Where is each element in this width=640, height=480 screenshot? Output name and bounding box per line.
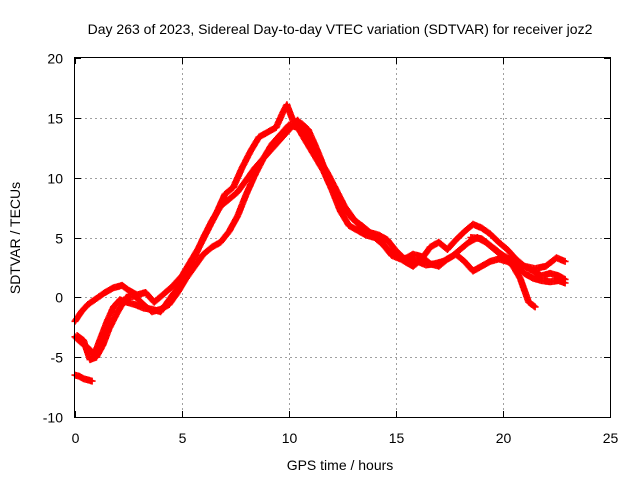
y-tick-label: -5 xyxy=(51,350,64,366)
data-point xyxy=(88,377,96,385)
series-track-d xyxy=(71,371,96,385)
data-point xyxy=(561,257,569,265)
y-axis-label: SDTVAR / TECUs xyxy=(7,182,23,294)
y-tick-label: 15 xyxy=(47,111,63,127)
axis-ticks: 0 5 10 15 20 25 -10 -5 0 5 10 15 20 xyxy=(43,51,619,447)
data-point xyxy=(561,279,569,287)
y-tick-label: 20 xyxy=(47,51,63,67)
x-tick-label: 25 xyxy=(603,430,619,446)
x-tick-label: 5 xyxy=(179,430,187,446)
x-tick-label: 0 xyxy=(72,430,80,446)
series-track-e xyxy=(467,234,569,273)
x-axis-label: GPS time / hours xyxy=(287,457,394,473)
series-track-c xyxy=(73,116,569,364)
x-tick-label: 10 xyxy=(282,430,298,446)
grid-lines xyxy=(75,58,610,417)
y-tick-label: 5 xyxy=(55,231,63,247)
chart-title: Day 263 of 2023, Sidereal Day-to-day VTE… xyxy=(88,21,593,37)
x-tick-label: 15 xyxy=(389,430,405,446)
data-point xyxy=(531,303,539,311)
plot-frame xyxy=(74,57,611,418)
x-tick-label: 20 xyxy=(496,430,512,446)
y-tick-label: 10 xyxy=(47,171,63,187)
y-tick-label: -10 xyxy=(43,410,63,426)
data-markers xyxy=(71,101,569,385)
y-tick-label: 0 xyxy=(55,290,63,306)
